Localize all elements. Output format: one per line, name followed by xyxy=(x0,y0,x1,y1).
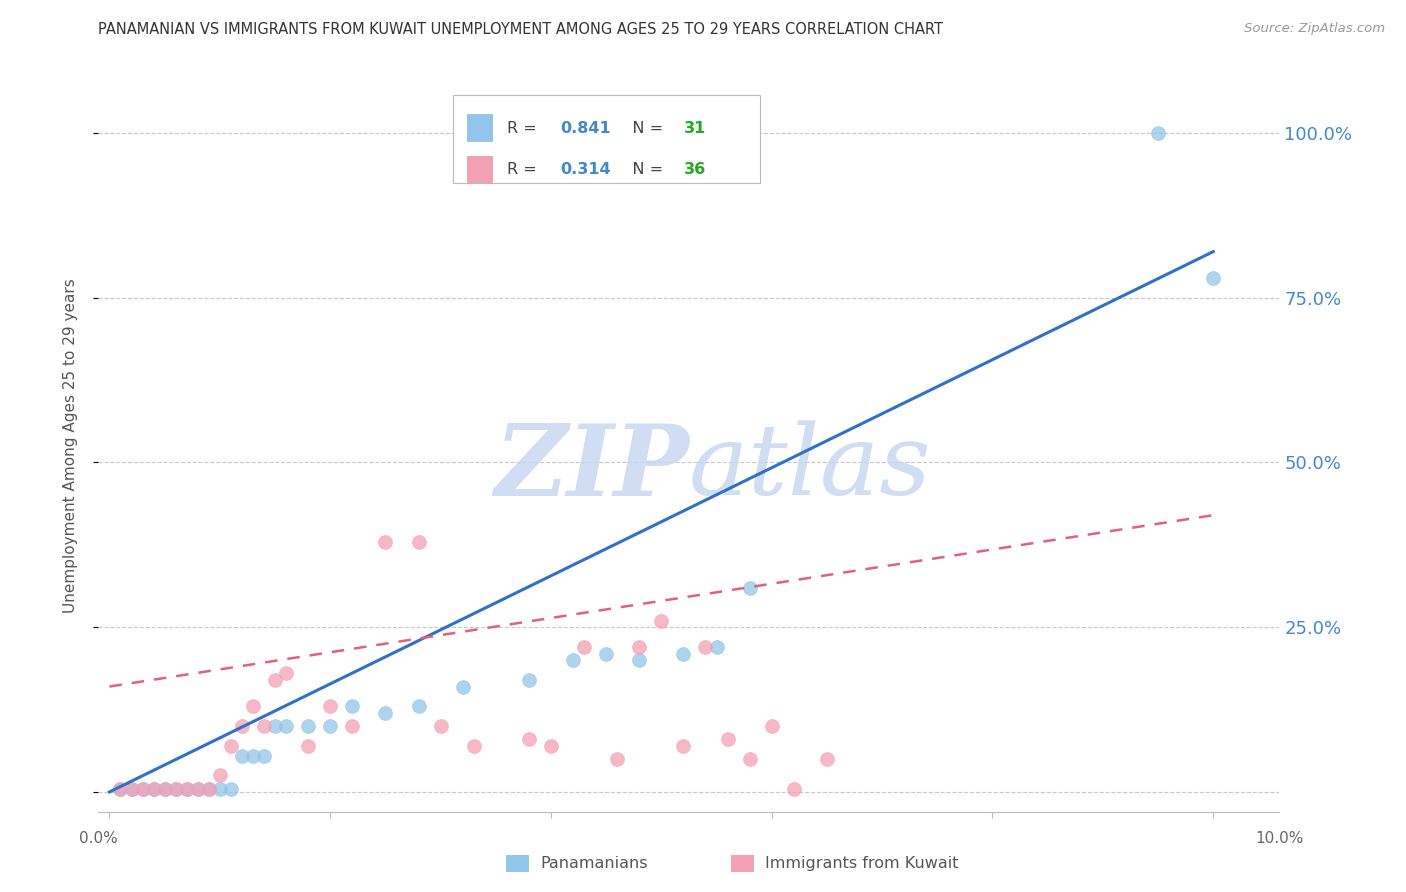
Point xyxy=(815,752,838,766)
Point xyxy=(187,781,209,796)
Text: PANAMANIAN VS IMMIGRANTS FROM KUWAIT UNEMPLOYMENT AMONG AGES 25 TO 29 YEARS CORR: PANAMANIAN VS IMMIGRANTS FROM KUWAIT UNE… xyxy=(98,22,943,37)
Point xyxy=(517,732,540,747)
Point xyxy=(131,781,153,796)
Text: N =: N = xyxy=(617,120,668,136)
Point xyxy=(231,719,253,733)
Point xyxy=(165,781,187,796)
Point xyxy=(342,699,364,714)
Point xyxy=(242,699,264,714)
Point xyxy=(540,739,562,753)
Point xyxy=(572,640,595,654)
Text: 31: 31 xyxy=(685,120,706,136)
Point xyxy=(165,781,187,796)
Point xyxy=(176,781,198,796)
Point xyxy=(716,732,738,747)
Point xyxy=(198,781,221,796)
Point xyxy=(783,781,806,796)
Point xyxy=(274,719,297,733)
Point xyxy=(131,781,153,796)
Point xyxy=(738,581,761,595)
Text: 10.0%: 10.0% xyxy=(1256,831,1303,846)
Point xyxy=(761,719,783,733)
Point xyxy=(517,673,540,687)
Text: N =: N = xyxy=(617,162,668,177)
FancyBboxPatch shape xyxy=(467,114,494,142)
Point xyxy=(219,739,242,753)
Point xyxy=(319,699,342,714)
Point xyxy=(1202,271,1225,285)
Point xyxy=(253,719,276,733)
Text: 0.0%: 0.0% xyxy=(79,831,118,846)
Point xyxy=(219,781,242,796)
Point xyxy=(408,699,430,714)
Point xyxy=(628,653,651,667)
Point xyxy=(176,781,198,796)
Point xyxy=(208,768,231,782)
Point xyxy=(374,706,396,720)
Point xyxy=(297,739,319,753)
Point xyxy=(319,719,342,733)
Point xyxy=(231,748,253,763)
Point xyxy=(253,748,276,763)
FancyBboxPatch shape xyxy=(453,95,759,183)
Point xyxy=(198,781,221,796)
Text: Source: ZipAtlas.com: Source: ZipAtlas.com xyxy=(1244,22,1385,36)
Point xyxy=(142,781,165,796)
Point xyxy=(242,748,264,763)
Point xyxy=(672,647,695,661)
Point xyxy=(606,752,628,766)
Point xyxy=(463,739,485,753)
Point xyxy=(562,653,585,667)
Point xyxy=(110,781,132,796)
Point xyxy=(274,666,297,681)
Point xyxy=(408,534,430,549)
Point xyxy=(595,647,617,661)
Point xyxy=(264,673,287,687)
Point xyxy=(672,739,695,753)
Point xyxy=(628,640,651,654)
Point xyxy=(451,680,474,694)
Point xyxy=(153,781,176,796)
Point xyxy=(121,781,143,796)
FancyBboxPatch shape xyxy=(467,155,494,184)
Text: 0.841: 0.841 xyxy=(560,120,610,136)
Text: R =: R = xyxy=(508,162,541,177)
Point xyxy=(374,534,396,549)
Point xyxy=(297,719,319,733)
Point xyxy=(110,781,132,796)
Point xyxy=(342,719,364,733)
Text: 0.314: 0.314 xyxy=(560,162,610,177)
Point xyxy=(1147,126,1170,140)
Text: Panamanians: Panamanians xyxy=(540,856,647,871)
Point xyxy=(153,781,176,796)
Point xyxy=(429,719,451,733)
Point xyxy=(738,752,761,766)
Point xyxy=(695,640,717,654)
Point xyxy=(264,719,287,733)
Point xyxy=(650,614,672,628)
Point xyxy=(142,781,165,796)
Point xyxy=(121,781,143,796)
Y-axis label: Unemployment Among Ages 25 to 29 years: Unemployment Among Ages 25 to 29 years xyxy=(63,278,77,614)
Text: 36: 36 xyxy=(685,162,706,177)
Text: R =: R = xyxy=(508,120,541,136)
Point xyxy=(706,640,728,654)
Point xyxy=(187,781,209,796)
Text: ZIP: ZIP xyxy=(494,420,689,516)
Text: atlas: atlas xyxy=(689,420,932,516)
Point xyxy=(208,781,231,796)
Text: Immigrants from Kuwait: Immigrants from Kuwait xyxy=(765,856,959,871)
